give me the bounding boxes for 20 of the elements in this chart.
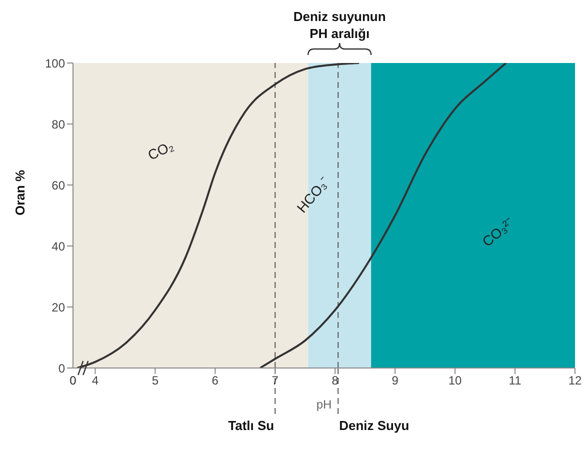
y-tick-label: 40	[52, 239, 66, 254]
band-label: Deniz suyunun PH aralığı	[293, 9, 386, 41]
x-tick-label: 4	[92, 374, 99, 388]
ref-line-label: Deniz Suyu	[339, 418, 410, 433]
x-axis-title: pH	[316, 398, 332, 412]
x-tick-label: 10	[448, 374, 462, 388]
y-tick-label: 60	[52, 178, 66, 192]
y-tick-label: 100	[44, 56, 66, 70]
y-axis-title: Oran %	[12, 170, 28, 216]
x-tick-label: 11	[508, 374, 522, 388]
x-tick-label: 5	[152, 374, 159, 388]
text: 0	[70, 373, 77, 388]
x-tick-label: 6	[212, 374, 219, 388]
y-tick-label: 20	[52, 300, 66, 314]
x-tick-label: 9	[392, 374, 399, 388]
annotation: CO₂	[145, 137, 176, 164]
y-tick-label: 80	[52, 117, 66, 132]
ref-line-label: Tatlı Su	[228, 418, 274, 433]
x-tick-label: 12	[568, 374, 582, 388]
y-tick-label: 0	[58, 361, 66, 376]
